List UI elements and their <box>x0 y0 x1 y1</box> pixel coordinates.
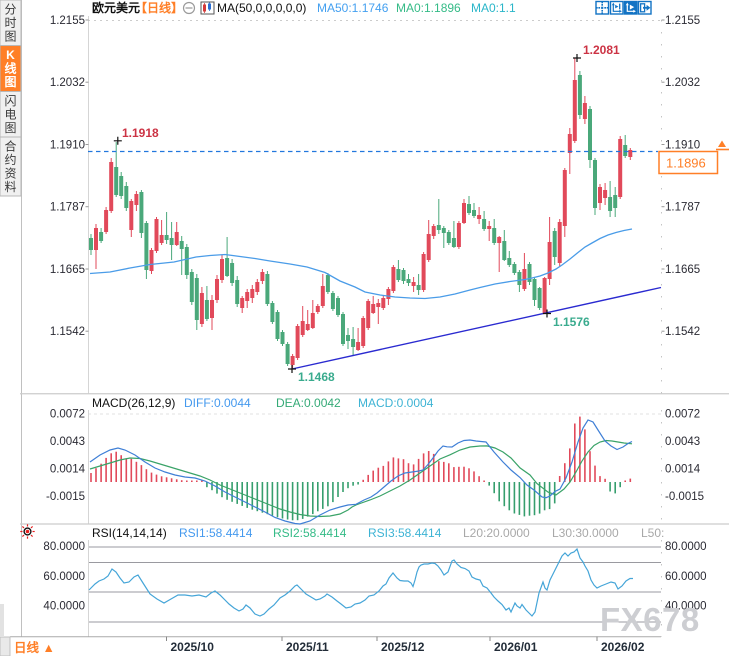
svg-text:MA0:1.1: MA0:1.1 <box>471 1 516 15</box>
svg-text:40.0000: 40.0000 <box>43 601 85 613</box>
svg-text:0.0072: 0.0072 <box>50 409 85 421</box>
svg-text:闪电图: 闪电图 <box>4 94 16 135</box>
svg-text:80.0000: 80.0000 <box>665 541 707 553</box>
svg-text:-0.0015: -0.0015 <box>46 491 85 503</box>
svg-text:L50:: L50: <box>641 526 664 540</box>
svg-text:80.0000: 80.0000 <box>43 541 85 553</box>
svg-text:1.1918: 1.1918 <box>122 126 159 140</box>
svg-text:FX678: FX678 <box>600 601 700 638</box>
svg-text:欧元美元: 欧元美元 <box>92 0 140 15</box>
svg-text:2026/02: 2026/02 <box>601 640 645 654</box>
svg-text:2025/12: 2025/12 <box>381 640 425 654</box>
svg-text:MA50:1.1746: MA50:1.1746 <box>317 1 389 15</box>
svg-text:L30:30.0000: L30:30.0000 <box>552 526 619 540</box>
svg-text:RSI1:58.4414: RSI1:58.4414 <box>179 526 253 540</box>
svg-text:0.0043: 0.0043 <box>665 436 700 448</box>
svg-text:0.0072: 0.0072 <box>665 409 700 421</box>
svg-text:L20:20.0000: L20:20.0000 <box>463 526 530 540</box>
svg-text:1.1468: 1.1468 <box>298 370 335 384</box>
svg-text:1.1665: 1.1665 <box>665 264 700 276</box>
svg-text:1.1896: 1.1896 <box>666 156 706 171</box>
svg-text:1.2155: 1.2155 <box>50 15 85 27</box>
svg-text:1.2081: 1.2081 <box>583 43 620 57</box>
svg-text:MACD(26,12,9): MACD(26,12,9) <box>92 396 175 410</box>
svg-text:1.1787: 1.1787 <box>665 202 700 214</box>
svg-text:RSI3:58.4414: RSI3:58.4414 <box>368 526 442 540</box>
svg-text:1.2032: 1.2032 <box>50 77 85 89</box>
svg-text:RSI(14,14,14): RSI(14,14,14) <box>92 526 167 540</box>
svg-text:40.0000: 40.0000 <box>665 601 707 613</box>
svg-text:1.1787: 1.1787 <box>50 202 85 214</box>
svg-text:日线 ▲: 日线 ▲ <box>14 640 55 655</box>
svg-text:-0.0015: -0.0015 <box>665 491 704 503</box>
svg-text:MACD:0.0004: MACD:0.0004 <box>358 396 434 410</box>
svg-text:60.0000: 60.0000 <box>665 571 707 583</box>
svg-text:1.2032: 1.2032 <box>665 77 700 89</box>
svg-text:分时图: 分时图 <box>4 2 16 43</box>
svg-text:1.1910: 1.1910 <box>665 140 700 152</box>
svg-text:1.1542: 1.1542 <box>665 326 700 338</box>
svg-text:2026/01: 2026/01 <box>494 640 538 654</box>
svg-text:DEA:0.0042: DEA:0.0042 <box>276 396 341 410</box>
svg-text:K线图: K 线图 <box>4 48 16 89</box>
svg-text:1.1542: 1.1542 <box>50 326 85 338</box>
svg-text:60.0000: 60.0000 <box>43 571 85 583</box>
svg-text:2025/10: 2025/10 <box>171 640 215 654</box>
svg-text:0.0014: 0.0014 <box>665 464 701 476</box>
svg-text:【日线】: 【日线】 <box>135 0 183 15</box>
svg-text:0.0014: 0.0014 <box>50 464 86 476</box>
svg-text:1.1910: 1.1910 <box>50 140 85 152</box>
svg-text:1.1576: 1.1576 <box>553 315 590 329</box>
svg-text:0.0043: 0.0043 <box>50 436 85 448</box>
svg-text:MA(50,0,0,0,0,0): MA(50,0,0,0,0,0) <box>217 1 306 15</box>
svg-text:2025/11: 2025/11 <box>286 640 329 654</box>
svg-text:1.1665: 1.1665 <box>50 264 85 276</box>
svg-text:MA0:1.1896: MA0:1.1896 <box>396 1 461 15</box>
svg-text:1.2155: 1.2155 <box>665 15 700 27</box>
svg-text:合约资料: 合约资料 <box>4 138 16 194</box>
svg-text:RSI2:58.4414: RSI2:58.4414 <box>273 526 347 540</box>
svg-text:DIFF:0.0044: DIFF:0.0044 <box>184 396 251 410</box>
